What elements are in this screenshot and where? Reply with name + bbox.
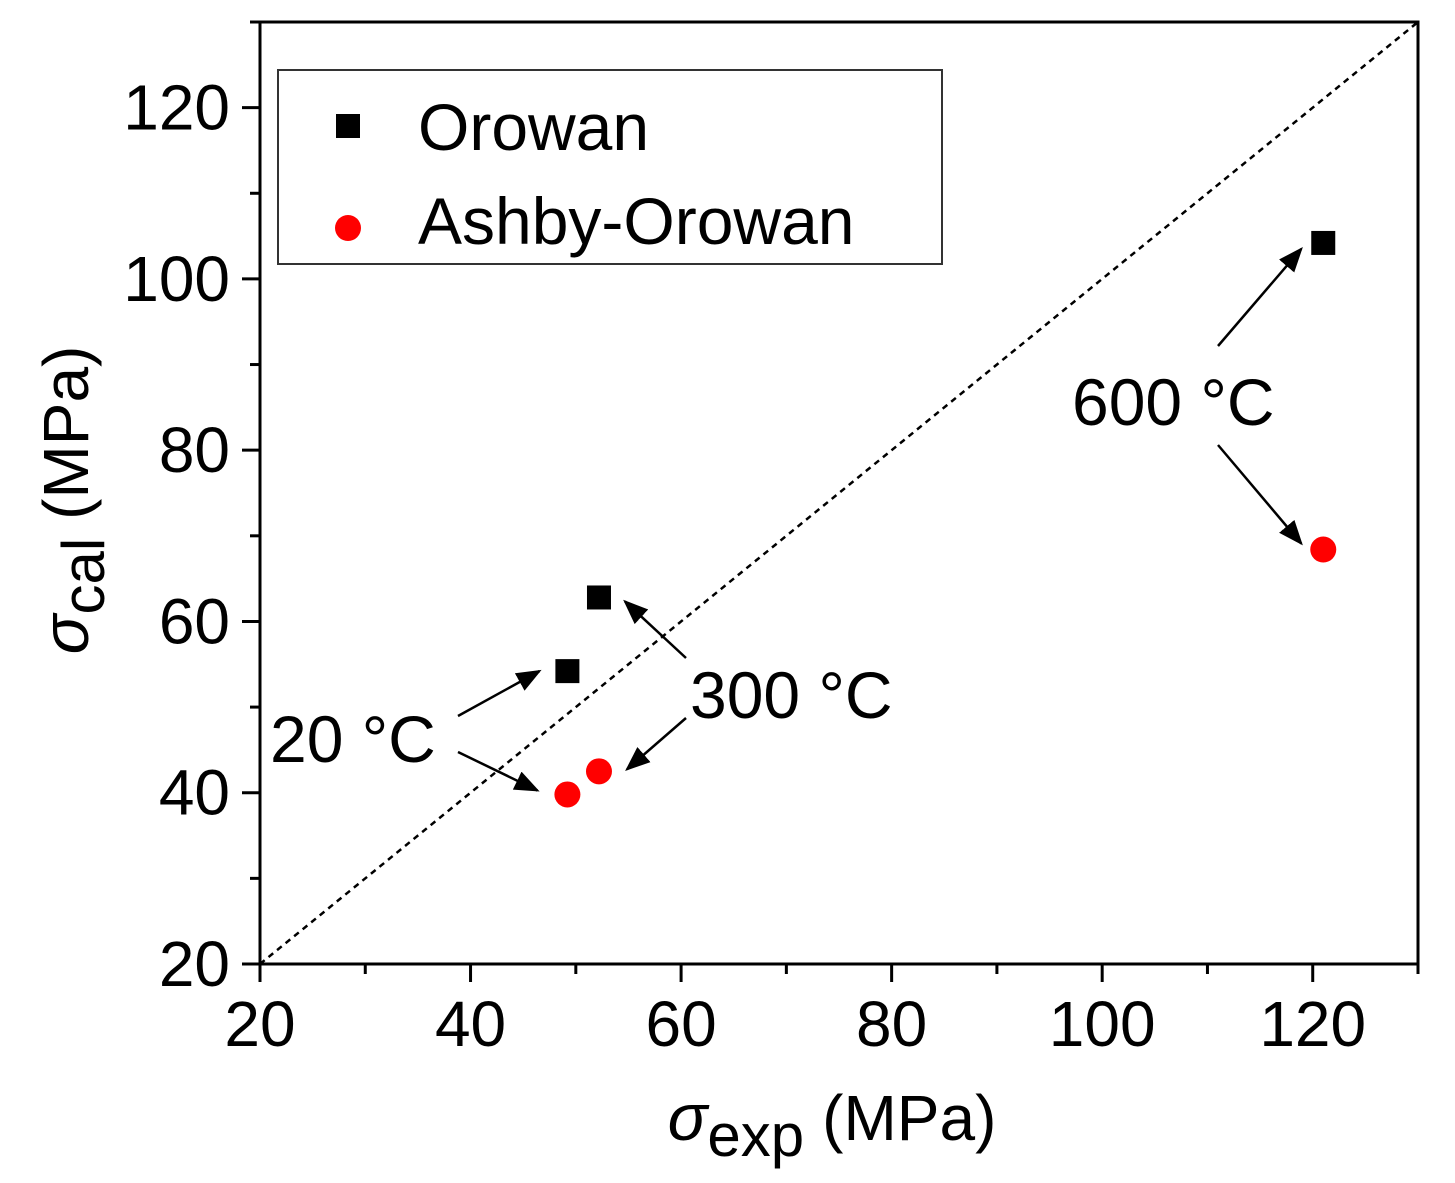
y-axis-title-symbol: σ	[28, 612, 102, 654]
axis-tick-labels: 20 40 60 80 100 120 20 40 60 80 100 120	[123, 72, 1366, 1060]
y-tick-label: 100	[123, 243, 230, 315]
x-tick-label: 120	[1259, 988, 1366, 1060]
data-markers	[554, 230, 1337, 808]
legend-circle-marker	[335, 215, 361, 241]
x-tick-label: 100	[1049, 988, 1156, 1060]
y-tick-label: 60	[159, 585, 230, 657]
annotation-arrow	[457, 669, 542, 718]
plot-frame	[258, 20, 1420, 966]
annotation-arrow	[457, 750, 540, 792]
annotation-arrow	[625, 717, 687, 771]
ashby-orowan-point	[1310, 536, 1337, 563]
x-tick-label: 80	[856, 988, 927, 1060]
x-tick-label: 20	[224, 988, 295, 1060]
legend-square-marker	[336, 114, 360, 138]
y-tick-label: 80	[159, 414, 230, 486]
reference-line-group	[259, 21, 1419, 965]
annotations: 20 °C 300 °C 600 °C	[270, 247, 1303, 792]
legend-label: Orowan	[418, 90, 649, 164]
y-axis-title-unit: (MPa)	[30, 346, 102, 520]
y-axis-title-subscript: cal	[50, 538, 117, 615]
x-axis-title-unit: (MPa)	[822, 1082, 996, 1154]
x-tick-label: 40	[435, 988, 506, 1060]
plot-border	[258, 20, 1420, 966]
y-tick-label: 40	[159, 757, 230, 829]
axis-titles: σexp (MPa)σcal(MPa)	[28, 346, 996, 1169]
x-axis-title: σexp (MPa)	[668, 1080, 997, 1169]
annotation-label: 20 °C	[270, 702, 436, 776]
orowan-point	[586, 585, 611, 610]
x-axis-title-symbol: σ	[668, 1080, 710, 1154]
orowan-point	[1311, 230, 1336, 255]
y-tick-label: 20	[159, 928, 230, 1000]
y-tick-label: 120	[123, 72, 230, 144]
y-axis-title: σcal (MPa)	[28, 346, 117, 655]
annotation-arrow	[1217, 444, 1303, 546]
legend-label: Ashby-Orowan	[418, 184, 855, 258]
annotation-label: 600 °C	[1072, 365, 1275, 439]
legend: Orowan Ashby-Orowan	[277, 69, 943, 265]
annotation-arrow	[1217, 247, 1303, 347]
ashby-orowan-point	[585, 758, 612, 785]
ashby-orowan-point	[554, 781, 581, 808]
annotation-label: 300 °C	[690, 658, 893, 732]
x-axis-title-subscript: exp	[707, 1102, 804, 1169]
orowan-point	[555, 659, 580, 684]
axis-ticks	[242, 20, 1420, 982]
reference-diagonal-line	[259, 21, 1419, 965]
legend-box	[277, 69, 943, 265]
annotation-arrow	[623, 599, 687, 659]
x-tick-label: 60	[645, 988, 716, 1060]
